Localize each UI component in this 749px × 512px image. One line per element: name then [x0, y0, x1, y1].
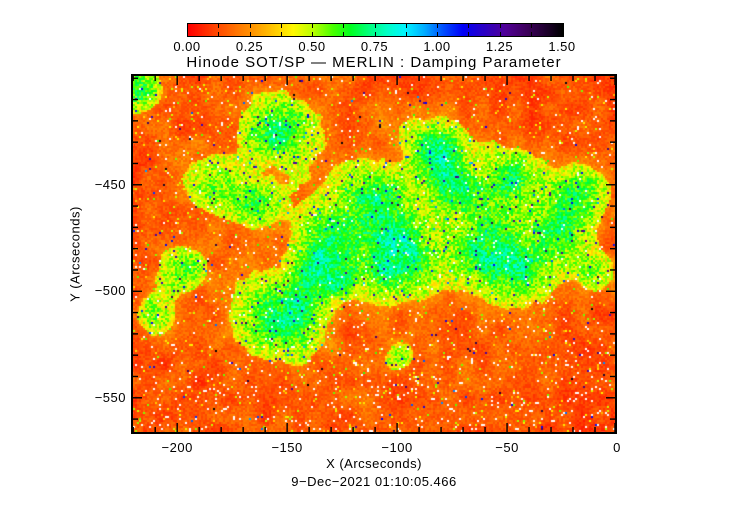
x-tick-label: −50: [495, 440, 519, 455]
colorbar-tick-label: 1.25: [485, 39, 514, 54]
observation-timestamp: 9−Dec−2021 01:10:05.466: [291, 474, 457, 489]
colorbar-tick-label: 1.00: [423, 39, 451, 54]
x-axis-title: X (Arcseconds): [326, 456, 422, 471]
plot-title: Hinode SOT/SP — MERLIN : Damping Paramet…: [186, 54, 562, 71]
y-axis-title: Y (Arcseconds): [67, 206, 83, 302]
colorbar-tick-label: 0.25: [235, 39, 264, 54]
damping-parameter-map: [131, 74, 617, 434]
x-tick-label: −200: [161, 440, 193, 455]
colorbar-tick-label: 0.75: [360, 39, 389, 54]
x-tick-label: −100: [381, 440, 413, 455]
y-tick-label: −500: [94, 283, 126, 299]
x-tick-label: −150: [271, 440, 303, 455]
colorbar-tick-label: 0.50: [298, 39, 326, 54]
x-tick-label: 0: [613, 440, 621, 455]
colorbar-tick-label: 0.00: [173, 39, 201, 54]
y-tick-label: −450: [94, 176, 126, 192]
colorbar-gradient: [188, 24, 563, 36]
y-tick-label: −550: [94, 389, 126, 405]
colorbar: [187, 23, 564, 37]
colorbar-tick-label: 1.50: [548, 39, 576, 54]
